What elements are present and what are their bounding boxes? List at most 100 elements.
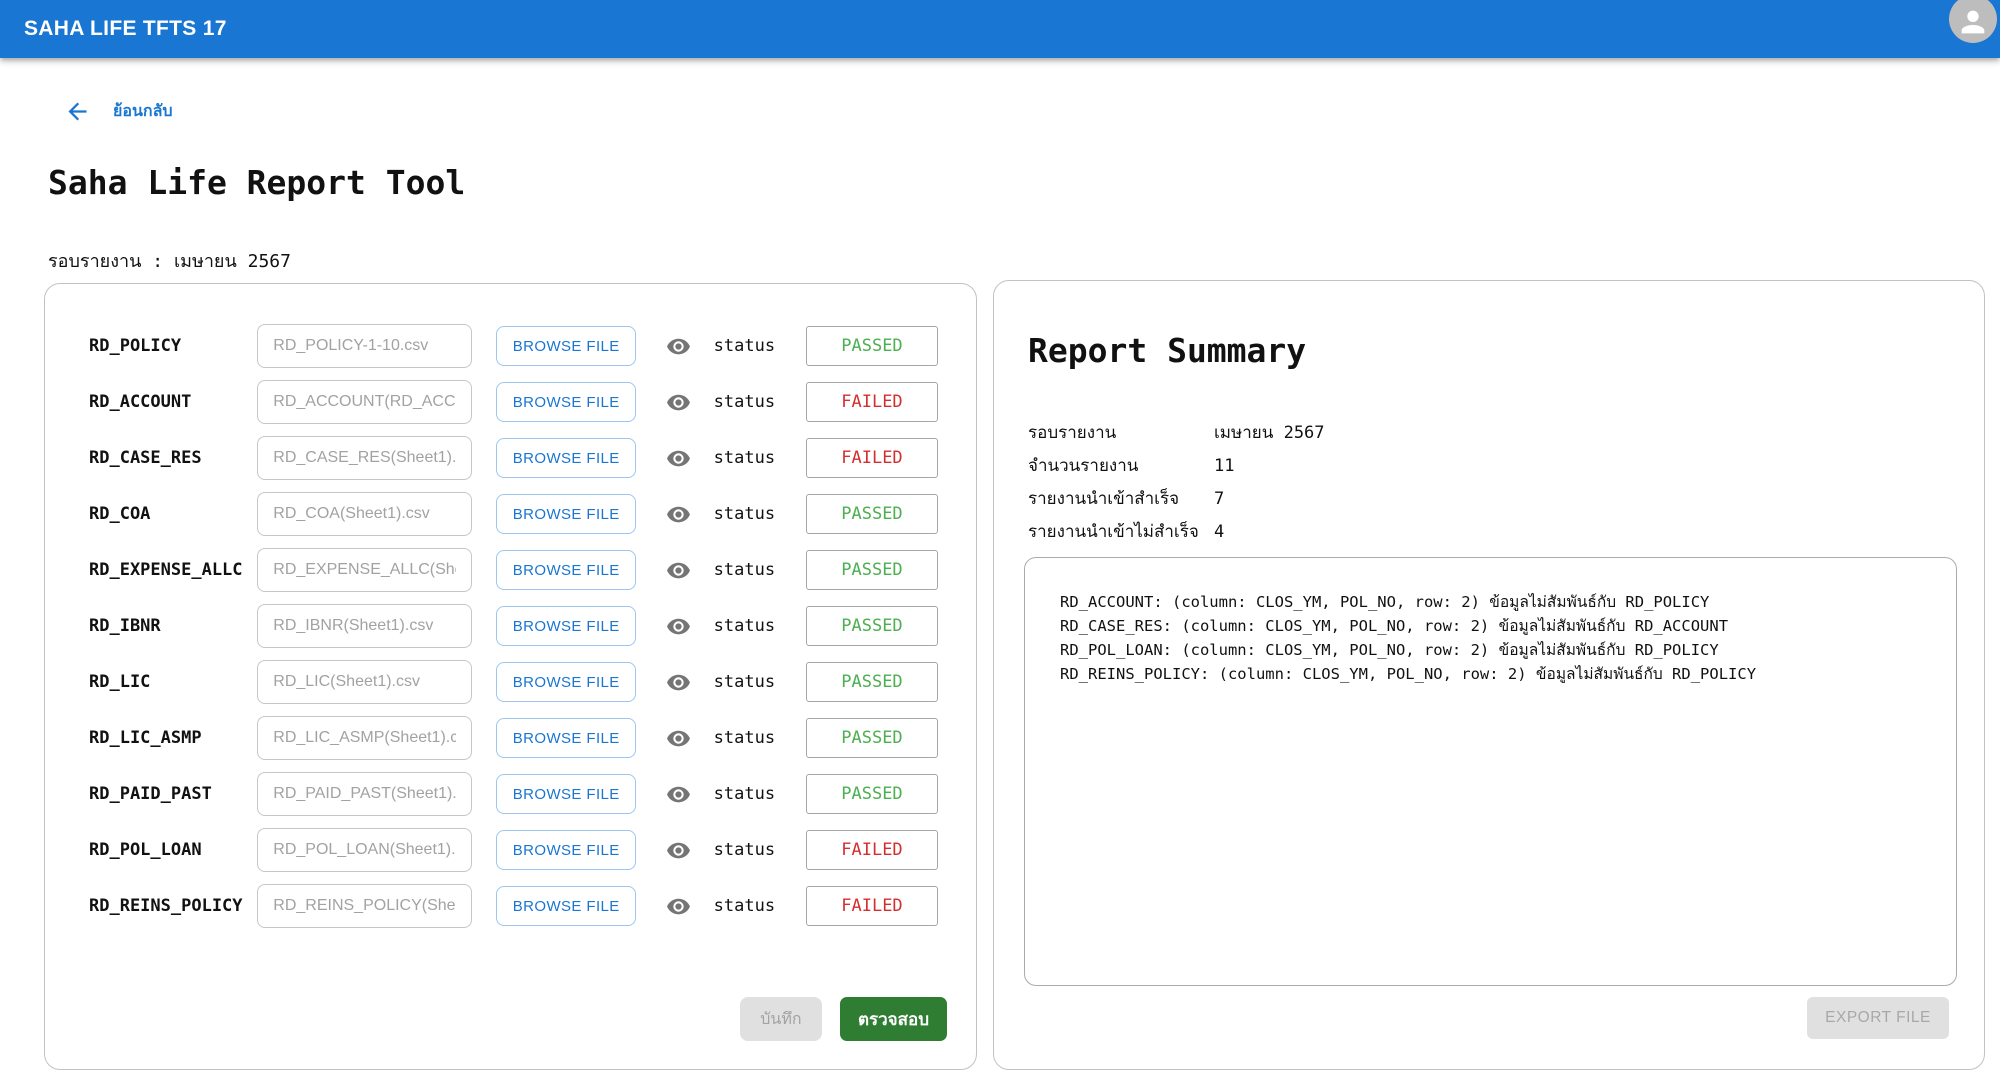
status-label: status bbox=[713, 672, 776, 692]
app-bar: SAHA LIFE TFTS 17 bbox=[0, 0, 2000, 58]
summary-value: เมษายน 2567 bbox=[1214, 423, 1325, 443]
upload-row: RD_POLICY BROWSE FILE status PASSED bbox=[89, 324, 939, 368]
status-label: status bbox=[713, 840, 776, 860]
status-badge: FAILED bbox=[805, 830, 939, 870]
upload-panel: RD_POLICY BROWSE FILE status PASSED RD_A… bbox=[44, 283, 977, 1070]
upload-row: RD_LIC BROWSE FILE status PASSED bbox=[89, 660, 939, 704]
status-badge: FAILED bbox=[805, 886, 939, 926]
dataset-label: RD_PAID_PAST bbox=[89, 784, 212, 804]
filename-input[interactable] bbox=[257, 324, 473, 368]
browse-file-button[interactable]: BROWSE FILE bbox=[496, 382, 637, 422]
filename-input[interactable] bbox=[257, 548, 473, 592]
filename-input[interactable] bbox=[257, 436, 473, 480]
browse-file-button[interactable]: BROWSE FILE bbox=[496, 718, 637, 758]
dataset-label: RD_LIC bbox=[89, 672, 151, 692]
status-badge: PASSED bbox=[805, 662, 939, 702]
app-title: SAHA LIFE TFTS 17 bbox=[24, 17, 227, 40]
status-label: status bbox=[713, 448, 776, 468]
filename-input[interactable] bbox=[257, 828, 473, 872]
report-summary-panel: Report Summary รอบรายงาน เมษายน 2567 จำน… bbox=[993, 280, 1985, 1070]
status-badge: PASSED bbox=[805, 606, 939, 646]
upload-row: RD_ACCOUNT BROWSE FILE status FAILED bbox=[89, 380, 939, 424]
preview-eye-icon[interactable] bbox=[666, 669, 691, 695]
person-icon bbox=[1961, 10, 1985, 34]
status-label: status bbox=[713, 504, 776, 524]
browse-file-button[interactable]: BROWSE FILE bbox=[496, 438, 637, 478]
upload-row: RD_COA BROWSE FILE status PASSED bbox=[89, 492, 939, 536]
status-label: status bbox=[713, 728, 776, 748]
preview-eye-icon[interactable] bbox=[666, 893, 691, 919]
preview-eye-icon[interactable] bbox=[666, 613, 691, 639]
summary-value: 7 bbox=[1214, 488, 1225, 509]
back-label: ย้อนกลับ bbox=[113, 103, 173, 120]
filename-input[interactable] bbox=[257, 716, 473, 760]
dataset-label: RD_REINS_POLICY bbox=[89, 896, 243, 916]
report-period: รอบรายงาน : เมษายน 2567 bbox=[48, 251, 291, 272]
browse-file-button[interactable]: BROWSE FILE bbox=[496, 606, 637, 646]
dataset-label: RD_COA bbox=[89, 504, 151, 524]
error-log-box: RD_ACCOUNT: (column: CLOS_YM, POL_NO, ro… bbox=[1024, 557, 1957, 986]
browse-file-button[interactable]: BROWSE FILE bbox=[496, 326, 637, 366]
browse-file-button[interactable]: BROWSE FILE bbox=[496, 550, 637, 590]
upload-row: RD_REINS_POLICY BROWSE FILE status FAILE… bbox=[89, 884, 939, 928]
error-line: RD_ACCOUNT: (column: CLOS_YM, POL_NO, ro… bbox=[1060, 593, 1710, 611]
upload-row: RD_PAID_PAST BROWSE FILE status PASSED bbox=[89, 772, 939, 816]
upload-row: RD_EXPENSE_ALLC BROWSE FILE status PASSE… bbox=[89, 548, 939, 592]
browse-file-button[interactable]: BROWSE FILE bbox=[496, 886, 637, 926]
status-badge: PASSED bbox=[805, 494, 939, 534]
dataset-label: RD_EXPENSE_ALLC bbox=[89, 560, 243, 580]
dataset-label: RD_LIC_ASMP bbox=[89, 728, 202, 748]
preview-eye-icon[interactable] bbox=[666, 781, 691, 807]
browse-file-button[interactable]: BROWSE FILE bbox=[496, 774, 637, 814]
preview-eye-icon[interactable] bbox=[666, 501, 691, 527]
verify-button[interactable]: ตรวจสอบ bbox=[839, 997, 947, 1041]
preview-eye-icon[interactable] bbox=[666, 725, 691, 751]
arrow-back-icon bbox=[68, 102, 87, 121]
save-button[interactable]: บันทึก bbox=[739, 997, 822, 1041]
dataset-label: RD_ACCOUNT bbox=[89, 392, 192, 412]
status-label: status bbox=[713, 560, 776, 580]
dataset-label: RD_POLICY bbox=[89, 336, 182, 356]
status-badge: FAILED bbox=[805, 382, 939, 422]
filename-input[interactable] bbox=[257, 660, 473, 704]
status-badge: PASSED bbox=[805, 550, 939, 590]
summary-label: รายงานนำเข้าไม่สำเร็จ bbox=[1028, 522, 1199, 542]
dataset-label: RD_CASE_RES bbox=[89, 448, 202, 468]
browse-file-button[interactable]: BROWSE FILE bbox=[496, 494, 637, 534]
dataset-label: RD_IBNR bbox=[89, 616, 161, 636]
browse-file-button[interactable]: BROWSE FILE bbox=[496, 830, 637, 870]
summary-title: Report Summary bbox=[1028, 331, 1307, 370]
upload-row: RD_LIC_ASMP BROWSE FILE status PASSED bbox=[89, 716, 939, 760]
filename-input[interactable] bbox=[257, 772, 473, 816]
browse-file-button[interactable]: BROWSE FILE bbox=[496, 662, 637, 702]
preview-eye-icon[interactable] bbox=[666, 333, 691, 359]
error-line: RD_CASE_RES: (column: CLOS_YM, POL_NO, r… bbox=[1060, 617, 1729, 635]
page-title: Saha Life Report Tool bbox=[48, 163, 466, 202]
status-label: status bbox=[713, 336, 776, 356]
dataset-label: RD_POL_LOAN bbox=[89, 840, 202, 860]
filename-input[interactable] bbox=[257, 604, 473, 648]
upload-actions: บันทึก ตรวจสอบ bbox=[739, 997, 947, 1041]
summary-value: 11 bbox=[1214, 455, 1235, 476]
summary-label: จำนวนรายงาน bbox=[1028, 456, 1139, 476]
upload-row: RD_CASE_RES BROWSE FILE status FAILED bbox=[89, 436, 939, 480]
preview-eye-icon[interactable] bbox=[666, 389, 691, 415]
summary-value: 4 bbox=[1214, 521, 1225, 542]
error-line: RD_POL_LOAN: (column: CLOS_YM, POL_NO, r… bbox=[1060, 641, 1719, 659]
filename-input[interactable] bbox=[257, 380, 473, 424]
export-file-button[interactable]: EXPORT FILE bbox=[1807, 997, 1949, 1039]
user-avatar[interactable] bbox=[1949, 0, 1997, 43]
back-button[interactable]: ย้อนกลับ bbox=[64, 98, 173, 125]
preview-eye-icon[interactable] bbox=[666, 445, 691, 471]
upload-rows: RD_POLICY BROWSE FILE status PASSED RD_A… bbox=[89, 324, 939, 940]
summary-label: รอบรายงาน bbox=[1028, 423, 1117, 443]
status-badge: PASSED bbox=[805, 774, 939, 814]
filename-input[interactable] bbox=[257, 884, 473, 928]
preview-eye-icon[interactable] bbox=[666, 557, 691, 583]
preview-eye-icon[interactable] bbox=[666, 837, 691, 863]
status-badge: FAILED bbox=[805, 438, 939, 478]
summary-label: รายงานนำเข้าสำเร็จ bbox=[1028, 489, 1180, 509]
upload-row: RD_POL_LOAN BROWSE FILE status FAILED bbox=[89, 828, 939, 872]
summary-row: จำนวนรายงาน 11 bbox=[1028, 449, 1949, 482]
filename-input[interactable] bbox=[257, 492, 473, 536]
